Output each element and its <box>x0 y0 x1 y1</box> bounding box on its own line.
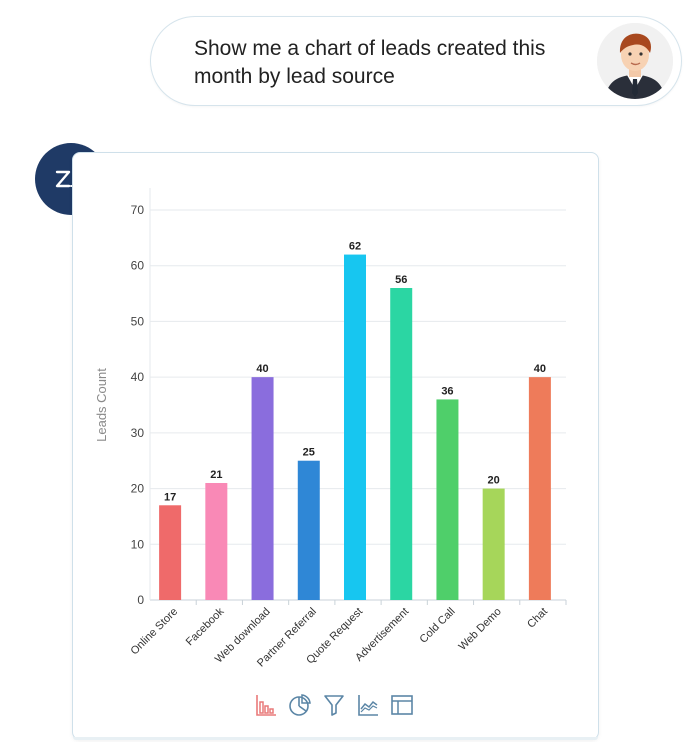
filter-icon <box>324 695 344 716</box>
data-label: 40 <box>256 363 268 375</box>
y-tick-label: 70 <box>131 203 145 217</box>
bar <box>482 488 505 600</box>
bar <box>251 377 274 600</box>
data-label: 36 <box>441 385 453 397</box>
bar <box>344 254 366 601</box>
y-axis-title: Leads Count <box>94 368 109 442</box>
x-tick-label: Online Store <box>129 606 181 658</box>
x-tick-label: Facebook <box>184 605 227 648</box>
filter-button[interactable] <box>321 692 347 718</box>
y-tick-label: 10 <box>131 537 145 551</box>
table-icon <box>391 695 413 715</box>
data-label: 21 <box>210 469 222 481</box>
bar-chart-button[interactable] <box>253 692 279 718</box>
bar <box>297 460 320 600</box>
x-tick-label: Web Demo <box>457 606 504 653</box>
user-avatar <box>597 23 673 99</box>
chart-card <box>72 152 599 740</box>
bar <box>528 377 551 600</box>
data-label: 56 <box>395 274 407 286</box>
data-label: 17 <box>164 491 176 503</box>
y-tick-label: 60 <box>131 259 145 273</box>
data-label: 40 <box>534 363 546 375</box>
data-label: 20 <box>488 475 500 487</box>
user-message-text: Show me a chart of leads created this mo… <box>194 37 546 88</box>
chart-type-toolbar <box>253 692 415 718</box>
table-view-button[interactable] <box>389 692 415 718</box>
bar <box>205 483 228 600</box>
line-chart-icon <box>358 695 378 716</box>
x-tick-label: Cold Call <box>418 606 458 646</box>
bar <box>390 288 413 600</box>
y-tick-label: 50 <box>131 314 145 328</box>
pie-chart-icon <box>289 694 311 716</box>
y-tick-label: 30 <box>131 426 145 440</box>
bar-chart-icon <box>256 695 276 716</box>
y-tick-label: 20 <box>131 482 145 496</box>
x-tick-label: Chat <box>525 606 550 631</box>
y-tick-label: 40 <box>131 370 145 384</box>
data-label: 25 <box>303 447 315 459</box>
pie-chart-button[interactable] <box>287 692 313 718</box>
y-tick-label: 0 <box>137 593 144 607</box>
line-chart-button[interactable] <box>355 692 381 718</box>
user-message-bubble: Show me a chart of leads created this mo… <box>150 16 682 106</box>
bar <box>436 399 459 600</box>
bar <box>159 505 182 600</box>
data-label: 62 <box>349 241 361 253</box>
